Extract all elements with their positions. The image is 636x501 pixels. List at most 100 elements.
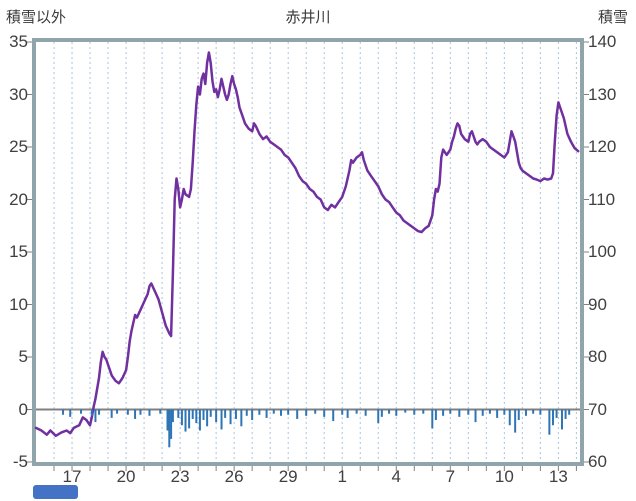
precip-bar bbox=[191, 409, 194, 419]
precip-bar bbox=[170, 409, 173, 439]
precip-bar bbox=[98, 409, 101, 415]
precip-bar bbox=[380, 409, 383, 417]
precip-bar bbox=[539, 409, 542, 415]
precip-bar bbox=[229, 409, 232, 425]
precip-bar bbox=[110, 409, 113, 418]
precip-bar bbox=[314, 409, 317, 414]
precip-bar bbox=[449, 409, 452, 414]
precip-bar bbox=[245, 409, 248, 416]
precip-bar bbox=[296, 409, 299, 419]
precip-bar bbox=[177, 409, 180, 418]
precip-bar bbox=[184, 409, 187, 432]
precip-bar bbox=[220, 409, 223, 430]
precip-bar bbox=[258, 409, 261, 415]
precip-bar bbox=[224, 409, 227, 418]
plot-area bbox=[27, 41, 589, 471]
precip-bar bbox=[215, 409, 218, 423]
x-axis-tick-label: 7 bbox=[445, 467, 456, 486]
precip-bar bbox=[496, 409, 499, 418]
x-axis-tick-label: 13 bbox=[548, 467, 568, 486]
precip-bar bbox=[116, 409, 119, 414]
precip-bar bbox=[159, 409, 162, 414]
precip-bar bbox=[564, 409, 567, 419]
right-axis-tick-label: 80 bbox=[588, 347, 607, 366]
precip-bar bbox=[551, 409, 554, 426]
precip-bar bbox=[265, 409, 268, 418]
precip-bar bbox=[171, 409, 174, 423]
chart-title: 赤井川 bbox=[285, 9, 331, 26]
x-axis-tick-label: 26 bbox=[224, 467, 244, 486]
right-axis-title: 積雪 bbox=[597, 9, 628, 26]
precip-bar bbox=[346, 409, 349, 418]
x-axis-tick-label: 17 bbox=[62, 467, 82, 486]
left-axis-tick-label: 15 bbox=[9, 242, 28, 261]
x-axis-tick-label: 23 bbox=[170, 467, 190, 486]
precip-bar bbox=[404, 409, 407, 413]
precip-bar bbox=[251, 409, 254, 420]
precip-bar bbox=[90, 409, 93, 416]
precip-bar bbox=[166, 409, 169, 431]
left-axis-tick-label: 0 bbox=[18, 399, 28, 419]
precip-bar bbox=[395, 409, 398, 416]
precip-bar bbox=[413, 409, 416, 415]
precip-bar bbox=[555, 409, 558, 418]
right-axis-tick-label: 120 bbox=[588, 137, 617, 156]
precip-bar bbox=[287, 409, 290, 415]
precip-bar bbox=[180, 409, 183, 426]
precip-bar bbox=[134, 409, 137, 419]
left-axis-tick-label: 35 bbox=[9, 32, 28, 51]
precip-bar bbox=[560, 409, 563, 430]
precip-bar bbox=[305, 409, 308, 416]
precip-bar bbox=[517, 409, 520, 420]
left-axis-title: 積雪以外 bbox=[6, 9, 67, 26]
precip-bar bbox=[62, 409, 65, 415]
precip-bar bbox=[388, 409, 391, 414]
right-axis-tick-label: 140 bbox=[588, 32, 617, 51]
precip-bar bbox=[364, 409, 367, 416]
precip-bar bbox=[240, 409, 243, 427]
x-axis-tick-labels: 17 20 23 26 29 1 4 7 10 13 bbox=[36, 466, 580, 488]
left-axis-tick-labels: 35 30 25 20 15 10 5 0 -5 bbox=[0, 33, 28, 471]
right-axis-tick-label: 90 bbox=[588, 294, 607, 314]
precip-bar bbox=[188, 409, 191, 429]
precip-bar bbox=[202, 409, 205, 420]
x-axis-tick-label: 4 bbox=[391, 467, 401, 486]
precip-bar bbox=[434, 409, 437, 420]
right-axis-tick-label: 100 bbox=[588, 242, 617, 261]
precip-bar bbox=[488, 409, 491, 414]
precip-bar bbox=[279, 409, 282, 416]
precip-bar bbox=[148, 409, 151, 416]
x-scrollbar-thumb[interactable] bbox=[33, 485, 78, 499]
plot-frame bbox=[27, 38, 589, 471]
precip-bar bbox=[548, 409, 551, 435]
precip-bar bbox=[377, 409, 380, 424]
precip-bar bbox=[458, 409, 461, 417]
precip-bar bbox=[272, 409, 275, 414]
precip-bar bbox=[139, 409, 142, 415]
precip-bar bbox=[467, 409, 470, 415]
x-axis-tick-label: 29 bbox=[278, 467, 298, 486]
right-axis-tick-label: 60 bbox=[588, 452, 607, 471]
precip-bar bbox=[80, 409, 83, 414]
precip-bar bbox=[503, 409, 506, 415]
left-axis-tick-label: -5 bbox=[12, 452, 28, 471]
precip-bar bbox=[431, 409, 434, 429]
precip-bar bbox=[481, 409, 484, 416]
precip-bar bbox=[332, 409, 335, 422]
precip-bar bbox=[514, 409, 517, 433]
precip-bar bbox=[341, 409, 344, 415]
precip-bar bbox=[532, 409, 535, 414]
precip-bar bbox=[422, 409, 425, 414]
right-axis-tick-labels: 140 130 120 110 100 90 80 70 60 bbox=[588, 33, 634, 471]
precip-bar bbox=[94, 409, 97, 423]
x-axis-tick-label: 20 bbox=[116, 467, 136, 486]
right-axis-tick-label: 70 bbox=[588, 399, 607, 419]
precip-bar bbox=[508, 409, 511, 426]
x-axis-tick-label: 1 bbox=[337, 467, 347, 486]
precip-bar bbox=[206, 409, 209, 427]
precip-bar bbox=[442, 409, 445, 416]
x-axis-tick-label: 10 bbox=[494, 467, 514, 486]
precip-bar bbox=[209, 409, 212, 417]
precip-bar bbox=[168, 409, 171, 448]
